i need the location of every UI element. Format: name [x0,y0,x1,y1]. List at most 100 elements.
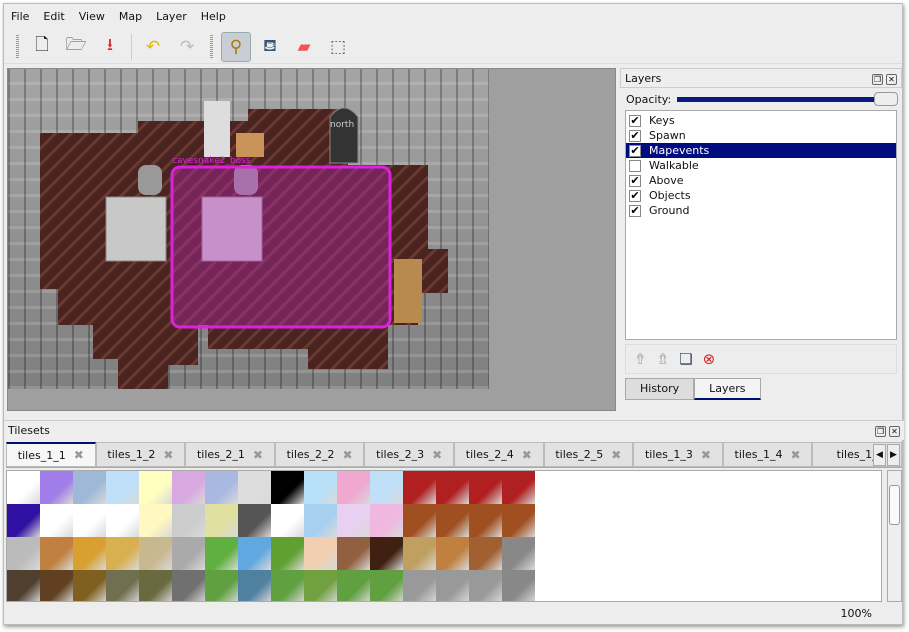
tile[interactable] [139,471,172,504]
tile[interactable] [403,570,436,601]
tile[interactable] [502,537,535,570]
tile[interactable] [7,570,40,601]
menu-help[interactable]: Help [200,10,226,23]
tile[interactable] [436,537,469,570]
tile[interactable] [40,471,73,504]
menu-view[interactable]: View [78,10,105,23]
tileset-view[interactable] [6,470,882,602]
tile[interactable] [469,471,502,504]
tile[interactable] [436,570,469,601]
tile[interactable] [370,537,403,570]
map-view[interactable]: north cavesnake2_boss [7,68,616,411]
tile[interactable] [205,537,238,570]
new-map-button[interactable]: 🗋 [27,32,57,62]
tile[interactable] [106,471,139,504]
tile[interactable] [238,537,271,570]
tile[interactable] [502,570,535,601]
close-icon[interactable]: ✕ [886,73,897,85]
close-tab-icon[interactable]: ✖ [73,448,84,462]
layer-item[interactable]: ✔ Objects [626,188,896,203]
tileset-tab[interactable]: tiles_1_1 ✖ [6,442,96,467]
layer-item[interactable]: ✔ Keys [626,113,896,128]
close-tab-icon[interactable]: ✖ [432,447,443,462]
tile[interactable] [205,471,238,504]
tile[interactable] [436,504,469,537]
tile[interactable] [304,471,337,504]
tile[interactable] [40,537,73,570]
tab-history[interactable]: History [625,378,695,400]
raise-layer-icon[interactable]: ⇮ [634,350,647,368]
tile[interactable] [40,504,73,537]
layer-item[interactable]: ✔ Above [626,173,896,188]
toolbar-grip[interactable] [210,34,213,59]
close-tab-icon[interactable]: ✖ [252,447,263,462]
menu-edit[interactable]: Edit [43,10,65,23]
tile[interactable] [139,537,172,570]
menu-map[interactable]: Map [118,10,143,23]
layer-item[interactable]: Walkable [626,158,896,173]
tile[interactable] [271,537,304,570]
rect-select-button[interactable]: ⬚ [323,32,353,62]
eraser-button[interactable]: ▰ [289,32,319,62]
tab-scroll-left-icon[interactable]: ◀ [873,444,886,466]
tile[interactable] [304,537,337,570]
tileset-tab[interactable]: tiles_2_4 ✖ [453,442,544,467]
menu-layer[interactable]: Layer [156,10,187,23]
redo-button[interactable]: ↷ [172,32,202,62]
map-canvas[interactable]: north cavesnake2_boss [8,69,489,389]
scroll-thumb[interactable] [889,485,900,525]
tile[interactable] [7,471,40,504]
layer-item[interactable]: ✔ Mapevents [626,143,896,158]
close-tab-icon[interactable]: ✖ [611,447,622,462]
tile[interactable] [469,537,502,570]
tile[interactable] [106,570,139,601]
lower-layer-icon[interactable]: ⇯ [656,350,670,368]
tile[interactable] [139,570,172,601]
tab-layers[interactable]: Layers [694,378,761,400]
float-icon[interactable]: ❐ [872,73,883,85]
tile[interactable] [139,504,172,537]
tile[interactable] [304,504,337,537]
tile[interactable] [271,570,304,601]
close-tab-icon[interactable]: ✖ [790,447,801,462]
visibility-checkbox[interactable]: ✔ [629,188,641,202]
layer-item[interactable]: ✔ Spawn [626,128,896,143]
close-tab-icon[interactable]: ✖ [521,447,532,462]
tile[interactable] [337,570,370,601]
visibility-checkbox[interactable]: ✔ [629,113,641,127]
visibility-checkbox[interactable]: ✔ [629,203,641,217]
tile[interactable] [73,537,106,570]
tile[interactable] [106,504,139,537]
tile[interactable] [403,471,436,504]
tile[interactable] [73,504,106,537]
close-tab-icon[interactable]: ✖ [700,447,711,462]
tile[interactable] [436,471,469,504]
tile[interactable] [238,471,271,504]
tileset-scrollbar[interactable] [887,470,902,602]
visibility-checkbox[interactable]: ✔ [629,143,641,157]
toolbar-grip[interactable] [16,34,19,59]
tile[interactable] [172,570,205,601]
tile[interactable] [502,504,535,537]
tile[interactable] [7,504,40,537]
close-icon[interactable]: ✕ [889,426,900,437]
tile[interactable] [469,504,502,537]
slider-handle[interactable] [874,91,898,106]
tile[interactable] [238,570,271,601]
float-icon[interactable]: ❐ [875,426,886,437]
tile[interactable] [106,537,139,570]
tile[interactable] [73,471,106,504]
tile[interactable] [172,471,205,504]
tile[interactable] [7,537,40,570]
menu-file[interactable]: File [11,10,30,23]
tile[interactable] [40,570,73,601]
save-button[interactable]: ⭳ [95,32,125,62]
undo-button[interactable]: ↶ [138,32,168,62]
opacity-slider[interactable] [677,91,898,106]
tileset-tab[interactable]: tiles_1_2 ✖ [95,442,186,467]
stamp-brush-button[interactable]: ⚲ [221,31,251,62]
tile[interactable] [469,570,502,601]
tile[interactable] [337,504,370,537]
layer-item[interactable]: ✔ Ground [626,203,896,218]
tile[interactable] [337,537,370,570]
